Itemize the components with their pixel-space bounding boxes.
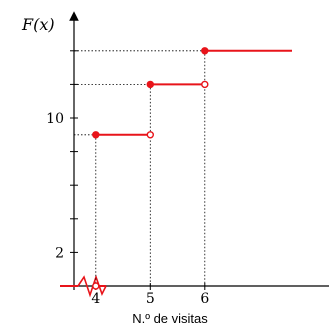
open-dot xyxy=(201,80,209,89)
y-tick-label: 2 xyxy=(55,245,64,261)
x-tick-label: 5 xyxy=(146,291,155,307)
open-dot xyxy=(146,131,155,139)
closed-dot xyxy=(201,47,209,55)
x-axis-title: N.º de visitas xyxy=(132,311,208,326)
open-dot xyxy=(92,282,100,290)
closed-dot xyxy=(92,131,100,139)
closed-dot xyxy=(146,80,155,89)
step-markers xyxy=(92,47,209,290)
x-tick-label: 4 xyxy=(91,291,100,307)
y-ticks: 2 10 xyxy=(46,50,78,261)
step-series xyxy=(60,49,292,287)
y-axis-title: F(x) xyxy=(21,15,55,34)
guide-lines xyxy=(74,50,206,286)
x-tick-label: 6 xyxy=(200,291,209,307)
y-tick-label: 10 xyxy=(46,111,64,127)
